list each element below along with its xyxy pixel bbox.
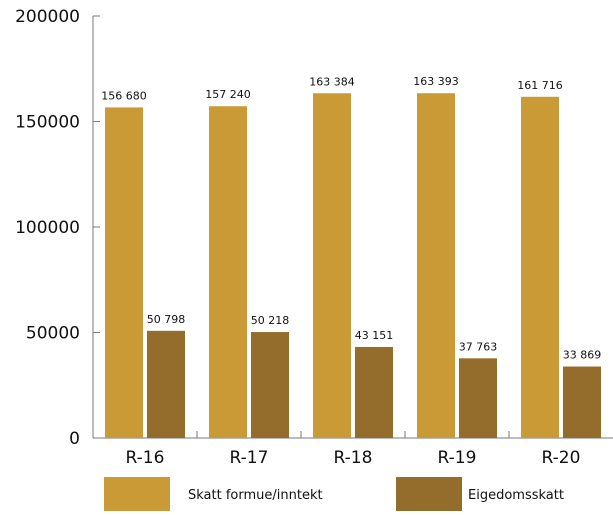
bar-series-2 [147, 330, 185, 438]
bar-data-label: 157 240 [205, 88, 251, 101]
y-tick-label: 0 [69, 429, 80, 449]
x-category-label: R-19 [438, 448, 477, 468]
y-axis: 0 50000 100000 150000 200000 [15, 7, 100, 449]
bar-data-label: 37 763 [459, 340, 498, 353]
legend-label-1: Skatt formue/inntekt [188, 488, 323, 503]
data-labels: 156 680 50 798 157 240 50 218 163 384 43 151 1… [101, 75, 601, 361]
bar-data-label: 50 218 [251, 314, 290, 327]
y-tick-label: 50000 [26, 324, 80, 344]
y-tick-label: 100000 [15, 218, 80, 238]
bar-series-1 [313, 93, 351, 438]
x-axis: R-16 R-17 R-18 R-19 R-20 [93, 431, 613, 468]
bar-data-label: 163 384 [309, 75, 355, 88]
bar-series-1 [417, 93, 455, 438]
bar-data-label: 33 869 [563, 349, 602, 362]
bar-series-1 [521, 96, 559, 439]
bars [105, 93, 601, 439]
bar-data-label: 161 716 [517, 79, 563, 92]
bar-data-label: 156 680 [101, 89, 147, 102]
bar-data-label: 50 798 [147, 313, 186, 326]
legend: Skatt formue/inntekt Eigedomsskatt [104, 477, 564, 511]
bar-series-2 [355, 346, 393, 438]
legend-swatch-1 [104, 477, 170, 511]
x-category-label: R-16 [126, 448, 165, 468]
bar-series-2 [459, 358, 497, 438]
bar-series-2 [251, 332, 289, 438]
y-tick-label: 200000 [15, 7, 80, 27]
legend-label-2: Eigedomsskatt [468, 488, 564, 503]
bar-data-label: 163 393 [413, 75, 459, 88]
bar-series-1 [105, 107, 143, 438]
legend-swatch-2 [396, 477, 462, 511]
bar-series-1 [209, 106, 247, 438]
x-category-label: R-18 [334, 448, 373, 468]
bar-data-label: 43 151 [355, 329, 394, 342]
x-category-label: R-20 [542, 448, 581, 468]
y-tick-label: 150000 [15, 113, 80, 133]
bar-series-2 [563, 366, 601, 438]
x-category-label: R-17 [230, 448, 269, 468]
